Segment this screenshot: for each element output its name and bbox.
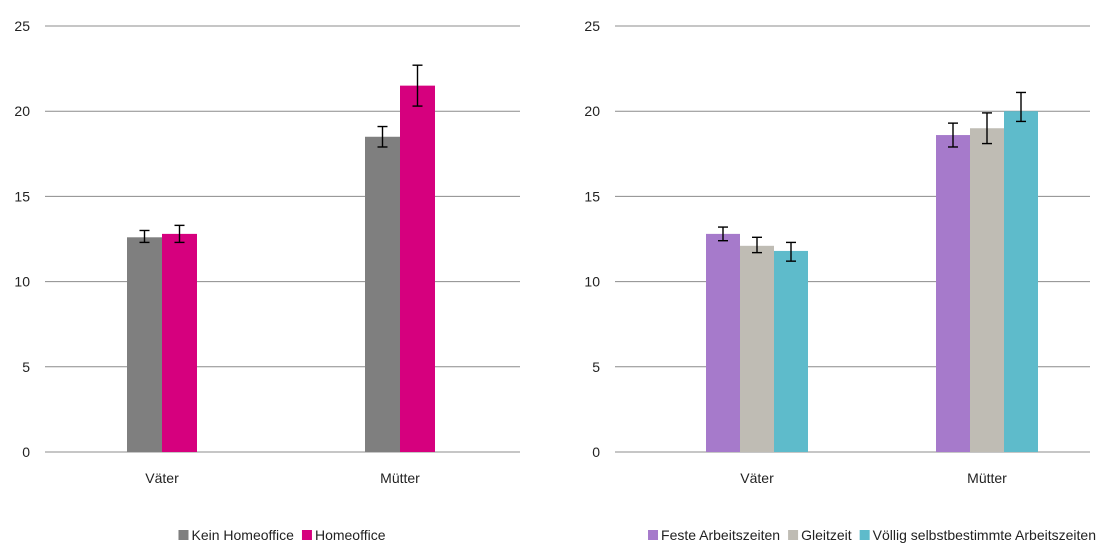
y-tick-label: 25 [584,18,600,34]
legend-item: Kein Homeoffice [178,527,294,543]
error-bar [948,122,958,148]
bar [162,233,197,452]
x-category-label: Väter [740,470,774,486]
bar [400,85,435,452]
legend: Kein Homeoffice Homeoffice [178,527,386,543]
legend-label: Kein Homeoffice [191,527,294,543]
error-bar [752,236,762,254]
y-tick-label: 0 [592,444,600,460]
legend-swatch [301,530,312,540]
y-tick-label: 5 [22,359,30,375]
bar [970,128,1004,453]
legend-item: Homeoffice [301,527,386,543]
legend-swatch [648,530,659,540]
y-tick-label: 15 [14,188,30,204]
legend-swatch [788,530,799,540]
y-tick-label: 10 [584,274,600,290]
legend-swatch [178,530,189,540]
x-category-label: Mütter [967,470,1007,486]
legend: Feste Arbeitszeiten Gleitzeit Völlig selbs… [648,527,1096,543]
error-bar [786,241,796,262]
error-bar [982,112,992,145]
legend-item: Völlig selbstbestimmte Arbeitszeiten [859,527,1096,543]
legend-item: Feste Arbeitszeiten [648,527,780,543]
bar [774,250,808,452]
bar [740,245,774,452]
y-tick-label: 10 [14,274,30,290]
error-bar [412,64,423,107]
y-tick-label: 20 [584,103,600,119]
bar [706,233,740,452]
legend-label: Gleitzeit [801,527,852,543]
error-bar [139,229,150,244]
x-category-label: Mütter [380,470,420,486]
y-tick-label: 5 [592,359,600,375]
bar [1004,111,1038,452]
y-tick-label: 20 [14,103,30,119]
error-bar [1016,91,1026,123]
error-bar [718,226,728,242]
y-tick-label: 0 [22,444,30,460]
legend-swatch [859,530,870,540]
error-bar [377,125,388,148]
chart-arbeitszeiten: 0 5 10 15 20 25 Väter Mütter Feste Arbeitszeiten… [584,18,1096,543]
bar [365,136,400,452]
legend-label: Feste Arbeitszeiten [661,527,780,543]
legend-item: Gleitzeit [788,527,852,543]
bar [127,237,162,452]
legend-label: Völlig selbstbestimmte Arbeitszeiten [873,527,1096,543]
legend-label: Homeoffice [315,527,386,543]
y-tick-label: 15 [584,188,600,204]
x-category-label: Väter [145,470,179,486]
bar [936,135,970,452]
y-tick-label: 25 [14,18,30,34]
error-bar [174,224,185,244]
chart-homeoffice: 0 5 10 15 20 25 Väter Mütter Kein Homeoffice Home… [14,18,520,543]
